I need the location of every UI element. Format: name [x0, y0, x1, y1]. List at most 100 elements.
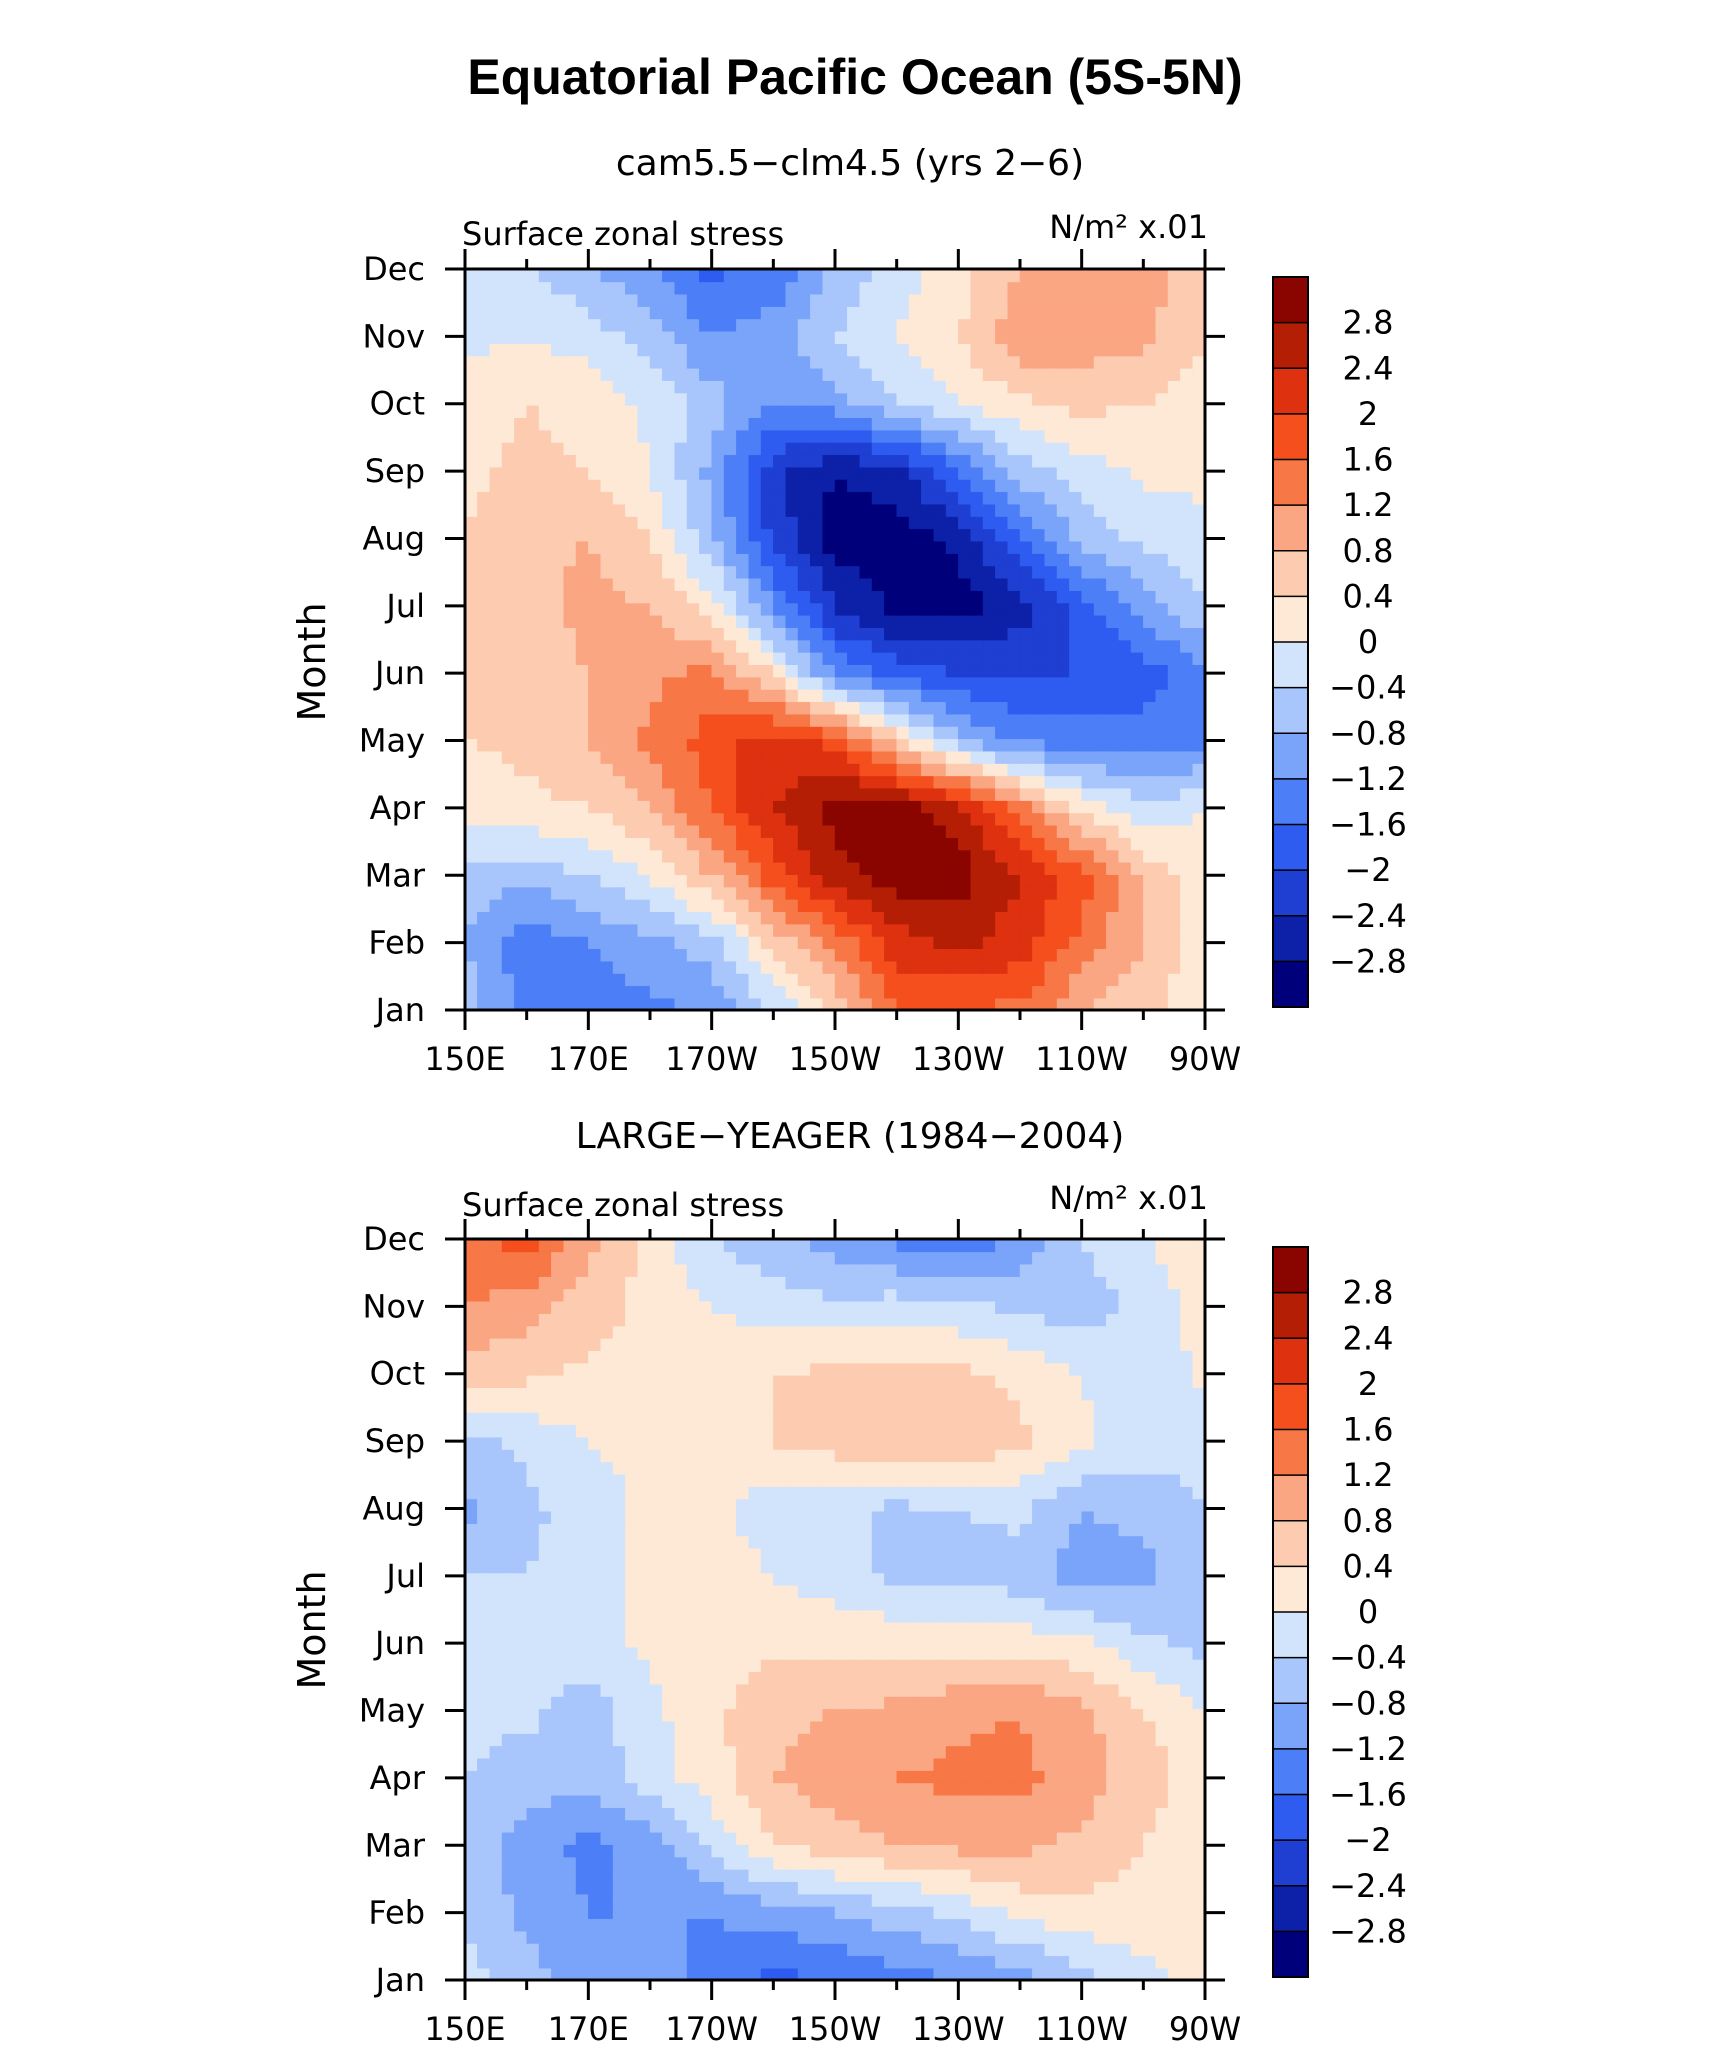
field-cell	[1167, 404, 1182, 419]
field-cell	[699, 1806, 713, 1821]
field-cell	[748, 404, 762, 419]
field-cell	[773, 454, 787, 468]
field-cell	[612, 1831, 627, 1845]
field-cell	[477, 775, 491, 789]
field-cell	[699, 552, 713, 567]
field-cell	[514, 911, 528, 925]
field-cell	[1007, 392, 1021, 406]
field-cell	[958, 750, 972, 764]
field-cell	[575, 750, 590, 764]
field-cell	[982, 1881, 997, 1895]
field-cell	[1069, 565, 1083, 579]
field-cell	[464, 1819, 479, 1833]
field-cell	[1143, 688, 1157, 703]
colorbar-label: 2	[1358, 395, 1378, 433]
field-cell	[723, 1856, 738, 1870]
field-cell	[834, 701, 849, 715]
field-cell	[933, 664, 947, 678]
field-cell	[662, 1918, 676, 1932]
field-cell	[686, 676, 701, 690]
field-cell	[1180, 1819, 1194, 1833]
field-cell	[674, 639, 688, 653]
field-cell	[1093, 762, 1108, 777]
field-cell	[822, 1806, 836, 1821]
field-cell	[1081, 960, 1095, 974]
field-cell	[723, 898, 738, 912]
field-cell	[785, 923, 799, 937]
field-cell	[834, 1782, 849, 1796]
field-cell	[958, 1881, 972, 1895]
field-cell	[612, 985, 627, 999]
field-cell	[723, 750, 738, 764]
field-cell	[748, 281, 762, 295]
field-cell	[699, 1732, 713, 1747]
field-cell	[723, 528, 738, 542]
field-cell	[921, 577, 935, 591]
field-cell	[958, 577, 972, 591]
field-cell	[699, 873, 713, 888]
field-cell	[933, 1745, 947, 1759]
field-cell	[760, 1893, 775, 1907]
field-cell	[921, 898, 935, 912]
field-cell	[1106, 688, 1120, 703]
field-cell	[933, 911, 947, 925]
field-cell	[1056, 898, 1071, 912]
field-cell	[588, 355, 602, 369]
field-cell	[477, 1794, 491, 1808]
field-cell	[612, 305, 627, 320]
field-cell	[637, 1720, 651, 1734]
field-cell	[600, 861, 614, 875]
field-cell	[1130, 1942, 1145, 1957]
field-cell	[1106, 565, 1120, 579]
field-cell	[711, 664, 725, 678]
field-cell	[1044, 676, 1058, 690]
field-cell	[921, 515, 935, 530]
field-cell	[625, 1794, 639, 1808]
field-cell	[699, 836, 713, 851]
field-cell	[1019, 676, 1034, 690]
field-cell	[588, 1831, 602, 1845]
field-cell	[538, 836, 553, 851]
field-cell	[970, 639, 984, 653]
field-cell	[908, 614, 923, 628]
field-cell	[1130, 281, 1145, 295]
field-cell	[1007, 602, 1021, 616]
field-cell	[847, 540, 861, 554]
field-cell	[945, 626, 960, 641]
field-cell	[1106, 873, 1120, 888]
field-cell	[834, 565, 849, 579]
field-cell	[612, 775, 627, 789]
field-cell	[1155, 392, 1169, 406]
panel-units: N/m² x.01	[1049, 208, 1208, 246]
field-cell	[538, 713, 553, 727]
field-cell	[884, 664, 898, 678]
field-cell	[995, 898, 1009, 912]
field-cell	[933, 503, 947, 517]
field-cell	[933, 441, 947, 456]
field-cell	[822, 528, 836, 542]
field-cell	[736, 849, 750, 863]
field-cell	[538, 1905, 553, 1920]
field-cell	[908, 392, 923, 406]
field-cell	[649, 651, 664, 665]
field-cell	[822, 1794, 836, 1808]
field-cell	[612, 528, 627, 542]
field-cell	[662, 935, 676, 950]
field-cell	[1069, 491, 1083, 505]
field-cell	[933, 515, 947, 530]
field-cell	[748, 342, 762, 357]
field-cell	[797, 849, 812, 863]
field-cell	[822, 367, 836, 381]
field-cell	[588, 1794, 602, 1808]
field-cell	[945, 503, 960, 517]
field-cell	[1081, 1868, 1095, 1882]
field-cell	[1143, 1819, 1157, 1833]
field-cell	[933, 873, 947, 888]
field-cell	[995, 886, 1009, 900]
field-cell	[859, 1732, 873, 1747]
field-cell	[1081, 515, 1095, 530]
field-cell	[662, 1732, 676, 1747]
field-cell	[933, 293, 947, 307]
field-cell	[1143, 441, 1157, 456]
field-cell	[945, 1794, 960, 1808]
